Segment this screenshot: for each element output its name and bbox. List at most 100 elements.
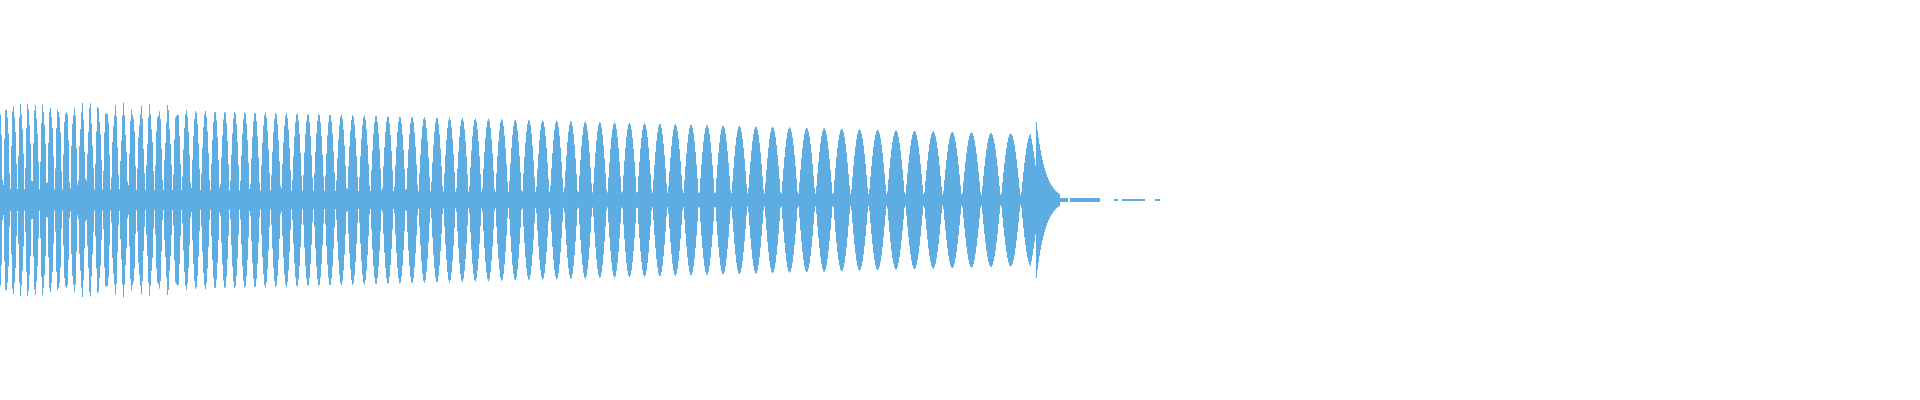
waveform-column: [571, 121, 572, 279]
waveform-column: [1072, 198, 1073, 202]
waveform-column: [702, 152, 703, 248]
waveform-column: [587, 130, 588, 270]
waveform-column: [277, 124, 278, 276]
waveform-column: [1058, 193, 1059, 207]
waveform-column: [686, 153, 687, 247]
waveform-column: [539, 140, 540, 260]
waveform-column: [192, 159, 193, 241]
waveform-column: [174, 139, 175, 261]
waveform-column: [853, 165, 854, 235]
waveform-column: [909, 153, 910, 247]
waveform-column: [803, 140, 804, 260]
waveform-column: [984, 166, 985, 234]
waveform-column: [961, 194, 962, 206]
waveform-column: [182, 176, 183, 224]
waveform-column: [317, 120, 318, 280]
waveform-column: [13, 106, 14, 294]
waveform-column: [185, 114, 186, 286]
waveform-column: [246, 123, 247, 277]
waveform-column: [27, 104, 28, 296]
waveform-column: [998, 175, 999, 225]
waveform-column: [434, 131, 435, 269]
waveform-column: [563, 192, 564, 208]
waveform-column: [80, 129, 81, 271]
waveform-column: [99, 121, 100, 279]
waveform-column: [640, 148, 641, 252]
waveform-column: [797, 191, 798, 209]
waveform-column: [205, 110, 206, 290]
waveform-column: [181, 190, 182, 210]
waveform-column: [798, 193, 799, 207]
waveform-column: [459, 136, 460, 263]
waveform-column: [729, 176, 730, 224]
waveform-column: [975, 146, 976, 254]
waveform-column: [44, 124, 45, 276]
waveform-column: [735, 145, 736, 255]
waveform-column: [1054, 189, 1055, 211]
waveform-column: [584, 122, 585, 278]
waveform-column: [286, 113, 287, 287]
waveform-column: [509, 180, 510, 220]
waveform-column: [318, 114, 319, 286]
waveform-column: [537, 169, 538, 231]
waveform-column: [371, 170, 372, 230]
waveform-column: [417, 184, 418, 216]
waveform-column: [418, 191, 419, 209]
waveform-column: [697, 178, 698, 222]
waveform-column: [420, 154, 421, 246]
waveform-column: [870, 177, 871, 223]
waveform-column: [604, 158, 605, 242]
waveform-column: [997, 166, 998, 234]
waveform-column: [791, 131, 792, 269]
waveform-column: [846, 152, 847, 248]
waveform-column: [550, 185, 551, 215]
waveform-column: [6, 109, 7, 291]
waveform-column: [221, 157, 222, 243]
waveform-column: [903, 180, 904, 220]
waveform-column: [789, 127, 790, 273]
waveform-column: [1038, 137, 1039, 263]
waveform-column: [337, 158, 338, 242]
waveform-column: [663, 143, 664, 257]
waveform-column: [838, 140, 839, 260]
waveform-column: [776, 145, 777, 255]
waveform-column: [835, 168, 836, 232]
waveform-column: [636, 192, 637, 208]
waveform-column: [759, 142, 760, 258]
waveform-column: [1055, 190, 1056, 210]
waveform-column: [394, 186, 395, 214]
waveform-column: [227, 140, 228, 260]
waveform-column: [613, 124, 614, 276]
waveform-column: [3, 184, 4, 216]
waveform-column: [723, 125, 724, 275]
waveform-column: [541, 123, 542, 277]
waveform-column: [947, 151, 948, 249]
waveform-column: [528, 120, 529, 280]
waveform-column: [416, 164, 417, 236]
waveform-column: [570, 121, 571, 279]
waveform-column: [585, 121, 586, 279]
waveform-column: [64, 122, 65, 279]
waveform-column: [245, 113, 246, 287]
waveform-column: [1077, 198, 1078, 202]
waveform-column: [1064, 198, 1065, 202]
waveform-column: [1034, 158, 1035, 242]
waveform-column: [1076, 198, 1077, 202]
waveform-column: [456, 188, 457, 212]
waveform-column: [94, 189, 95, 211]
waveform-column: [561, 161, 562, 239]
waveform-column: [1007, 142, 1008, 258]
waveform-column: [330, 115, 331, 285]
waveform-column: [566, 155, 567, 245]
waveform-column: [1096, 198, 1097, 202]
waveform-column: [46, 182, 47, 218]
waveform-column: [749, 174, 750, 226]
waveform-column: [1097, 198, 1098, 202]
waveform-column: [19, 117, 20, 283]
waveform-column: [0, 114, 1, 286]
waveform-column: [217, 137, 218, 263]
waveform-column: [764, 193, 765, 207]
waveform-column: [678, 138, 679, 262]
